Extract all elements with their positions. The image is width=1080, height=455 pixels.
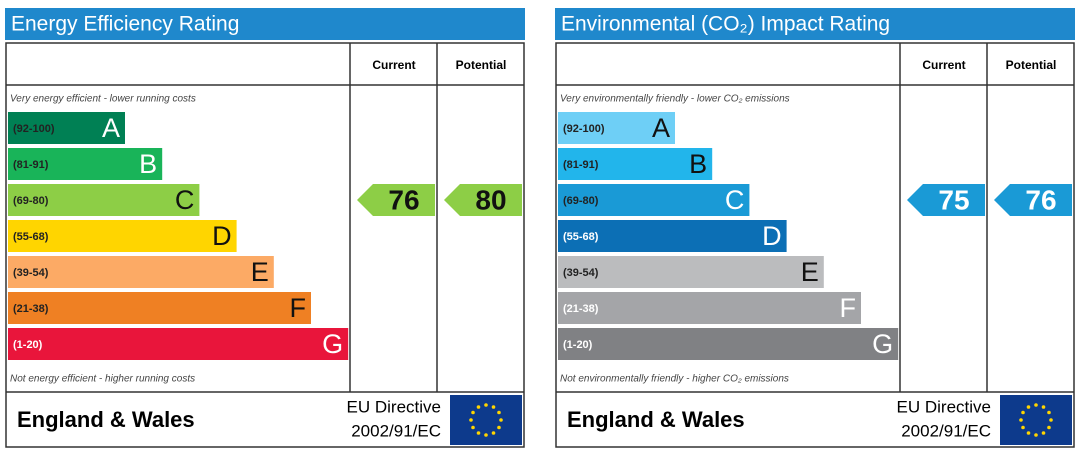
rating-value: 75	[938, 184, 969, 215]
column-header: Potential	[1006, 58, 1057, 72]
band-letter: A	[102, 113, 120, 143]
band-letter: A	[652, 113, 670, 143]
band-bar	[558, 148, 713, 180]
band-letter: E	[801, 257, 819, 287]
top-note: Very energy efficient - lower running co…	[10, 94, 196, 105]
eu-star	[1034, 433, 1038, 437]
band-range: (55-68)	[563, 231, 599, 243]
band-range: (81-91)	[13, 159, 49, 171]
band-letter: B	[139, 149, 157, 179]
band-bar	[8, 148, 163, 180]
eu-star	[484, 433, 488, 437]
eu-star	[497, 425, 501, 430]
column-header: Potential	[456, 58, 507, 72]
band-letter: C	[175, 185, 195, 215]
rating-value: 76	[388, 184, 419, 215]
band-range: (69-80)	[563, 195, 599, 207]
eu-star	[1041, 405, 1046, 409]
footer-region: England & Wales	[17, 407, 195, 432]
rating-arrow	[444, 184, 522, 216]
directive: EU Directive	[347, 397, 441, 416]
panel-title: Environmental (CO₂) Impact Rating	[561, 13, 890, 36]
panel-title: Energy Efficiency Rating	[11, 13, 239, 36]
eu-star	[471, 410, 475, 415]
band-bar	[8, 328, 349, 360]
band-range: (1-20)	[13, 339, 43, 351]
band-letter: G	[872, 329, 893, 359]
band-range: (92-100)	[13, 123, 55, 135]
title-bar	[5, 8, 525, 40]
eu-star	[476, 431, 481, 435]
band-bar	[558, 292, 861, 324]
eu-star	[1026, 405, 1031, 409]
band-letter: D	[762, 221, 782, 251]
rating-arrow	[994, 184, 1072, 216]
eu-star	[1041, 431, 1046, 435]
eu-flag	[450, 395, 522, 445]
rating-arrow	[907, 184, 985, 216]
eu-star	[1021, 425, 1025, 430]
band-bar	[558, 220, 787, 252]
rating-value: 80	[475, 184, 506, 215]
rating-value: 76	[1025, 184, 1056, 215]
rating-panel: Energy Efficiency Rating Current Potential…	[5, 8, 525, 448]
bottom-note: Not environmentally friendly - higher CO…	[560, 374, 789, 385]
band-range: (39-54)	[13, 267, 49, 279]
panel-frame	[555, 42, 1075, 448]
directive: EU Directive	[897, 397, 991, 416]
eu-star	[497, 410, 501, 415]
eu-star	[484, 403, 488, 407]
eu-star	[1021, 410, 1025, 415]
footer-region: England & Wales	[567, 407, 745, 432]
band-letter: D	[212, 221, 232, 251]
eu-star	[1026, 431, 1031, 435]
eu-flag	[1000, 395, 1072, 445]
band-bar	[558, 184, 750, 216]
band-range: (21-38)	[13, 303, 49, 315]
band-letter: C	[725, 185, 745, 215]
eu-star	[1047, 425, 1051, 430]
bottom-note: Not energy efficient - higher running co…	[10, 374, 195, 385]
band-bar	[8, 220, 237, 252]
directive-code: 2002/91/EC	[351, 421, 441, 440]
band-bar	[8, 256, 274, 288]
eu-star	[1034, 403, 1038, 407]
band-letter: F	[290, 293, 307, 323]
band-bar	[8, 112, 125, 144]
eu-star	[471, 425, 475, 430]
panel-frame	[5, 42, 525, 448]
column-header: Current	[372, 58, 415, 72]
title-bar	[555, 8, 1075, 40]
column-header: Current	[922, 58, 965, 72]
band-letter: F	[840, 293, 857, 323]
band-bar	[8, 184, 200, 216]
eu-star	[469, 418, 473, 422]
band-bar	[558, 256, 824, 288]
band-range: (69-80)	[13, 195, 49, 207]
eu-star	[491, 431, 496, 435]
band-range: (81-91)	[563, 159, 599, 171]
eu-star	[1047, 410, 1051, 415]
band-letter: E	[251, 257, 269, 287]
band-letter: G	[322, 329, 343, 359]
rating-arrow	[357, 184, 435, 216]
eu-star	[1049, 418, 1053, 422]
band-range: (21-38)	[563, 303, 599, 315]
directive-code: 2002/91/EC	[901, 421, 991, 440]
eu-star	[1019, 418, 1023, 422]
eu-star	[476, 405, 481, 409]
band-range: (39-54)	[563, 267, 599, 279]
eu-star	[491, 405, 496, 409]
band-bar	[8, 292, 311, 324]
rating-panel: Environmental (CO₂) Impact Rating Current…	[555, 8, 1075, 448]
band-bar	[558, 328, 899, 360]
band-letter: B	[689, 149, 707, 179]
band-bar	[558, 112, 675, 144]
band-range: (1-20)	[563, 339, 593, 351]
top-note: Very environmentally friendly - lower CO…	[560, 94, 790, 105]
band-range: (55-68)	[13, 231, 49, 243]
eu-star	[499, 418, 503, 422]
band-range: (92-100)	[563, 123, 605, 135]
